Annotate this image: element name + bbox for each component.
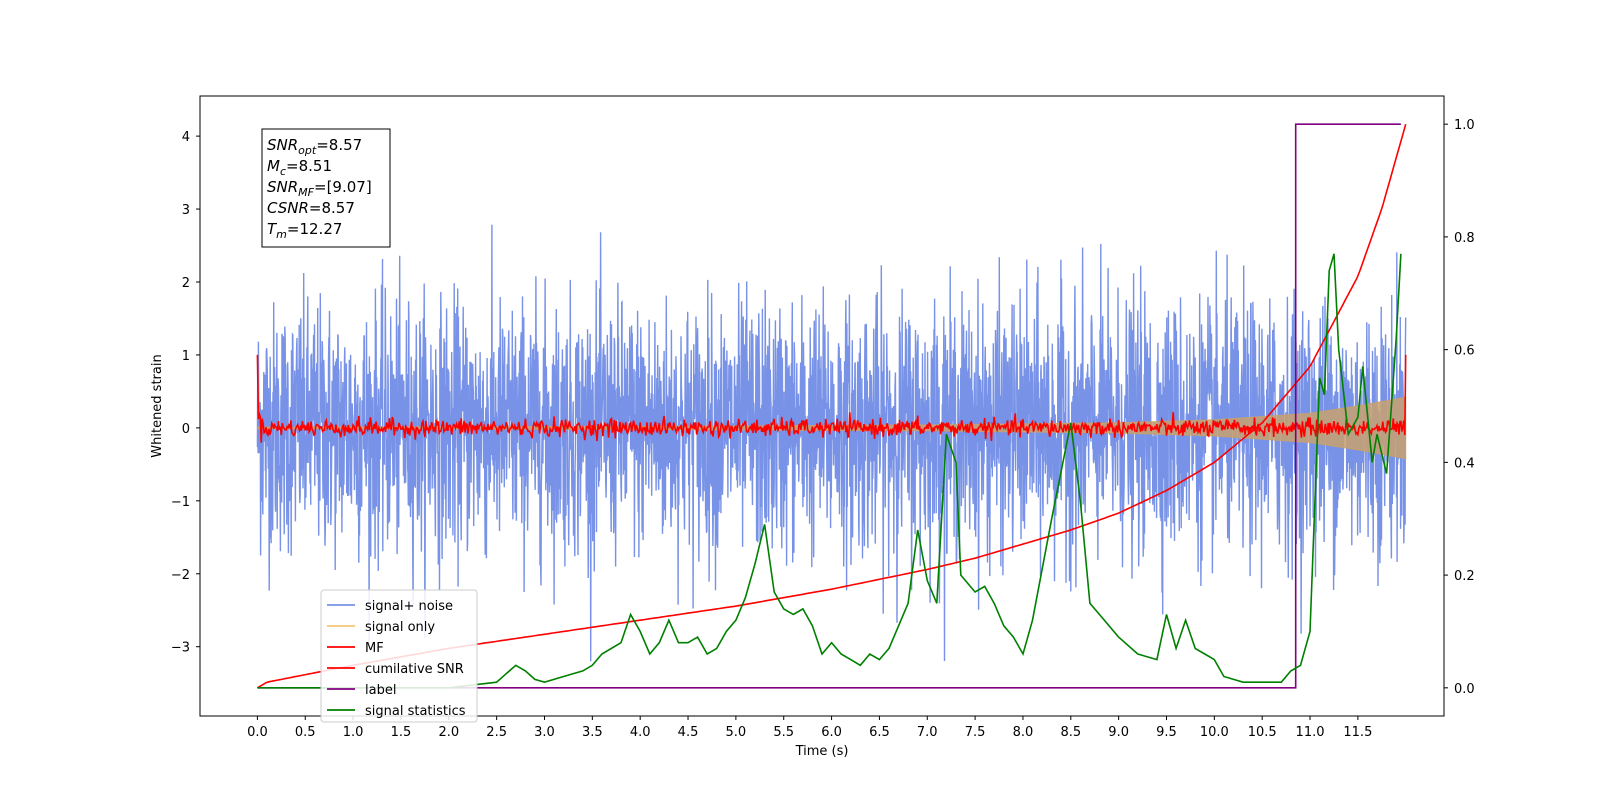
x-tick-label: 4.0 <box>630 725 651 740</box>
x-tick-label: 7.5 <box>965 725 986 740</box>
x-axis: 0.0 0.5 1.0 1.5 2.0 2.5 3.0 3.5 4.0 4.5 5.0 5.5 6.0 6… <box>247 716 1372 740</box>
annotation-frame <box>261 128 391 248</box>
x-tick-label: 6.5 <box>869 725 890 740</box>
legend-label: cumilative SNR <box>365 662 464 677</box>
annotation-line: SNRMF=[9.07] <box>267 178 372 199</box>
annotation-line: Tm=12.27 <box>267 220 342 241</box>
y2-tick-label: 0.2 <box>1454 569 1475 584</box>
y-tick-label: 1 <box>182 349 190 364</box>
series-mf <box>256 354 1407 443</box>
x-tick-label: 8.5 <box>1060 725 1081 740</box>
x-tick-label: 0.0 <box>247 725 268 740</box>
series-label <box>257 123 1401 689</box>
y-tick-label: 4 <box>182 130 190 145</box>
y-axis-label: Whitened strain <box>150 354 165 457</box>
x-tick-label: 1.0 <box>343 725 364 740</box>
legend: signal+ noise signal only MF cumilative SNR… <box>320 589 478 723</box>
x-tick-label: 3.0 <box>534 725 555 740</box>
annotation-line: SNRopt=8.57 <box>267 136 362 157</box>
annotation-line: Mc=8.51 <box>267 157 332 178</box>
x-tick-label: 2.5 <box>486 725 507 740</box>
x-axis-label: Time (s) <box>795 744 849 759</box>
x-tick-label: 9.0 <box>1108 725 1129 740</box>
legend-frame <box>320 589 478 723</box>
x-tick-label: 2.0 <box>438 725 459 740</box>
y-axis-right: 0.0 0.2 0.4 0.6 0.8 1.0 <box>1444 118 1475 697</box>
y2-tick-label: 0.4 <box>1454 456 1475 471</box>
y-tick-label: 2 <box>182 276 190 291</box>
y-tick-label: −1 <box>171 495 190 510</box>
legend-label: label <box>365 683 396 698</box>
legend-label: MF <box>365 641 384 656</box>
x-tick-label: 1.5 <box>391 725 412 740</box>
y2-tick-label: 0.8 <box>1454 231 1475 246</box>
x-tick-label: 5.5 <box>773 725 794 740</box>
y-axis-left: −3 −2 −1 0 1 2 3 4 <box>171 130 200 656</box>
y-tick-label: 3 <box>182 203 190 218</box>
y2-tick-label: 0.0 <box>1454 682 1475 697</box>
x-tick-label: 10.0 <box>1200 725 1229 740</box>
x-tick-label: 10.5 <box>1248 725 1277 740</box>
x-tick-label: 3.5 <box>582 725 603 740</box>
series-signal-statistics <box>257 253 1402 689</box>
series-signal-noise <box>256 224 1407 662</box>
legend-label: signal+ noise <box>365 599 453 614</box>
y2-tick-label: 0.6 <box>1454 344 1475 359</box>
y-tick-label: 0 <box>182 422 190 437</box>
x-tick-label: 8.0 <box>1013 725 1034 740</box>
legend-label: signal only <box>365 620 435 635</box>
x-tick-label: 6.0 <box>821 725 842 740</box>
x-tick-label: 11.0 <box>1296 725 1325 740</box>
x-tick-label: 0.5 <box>295 725 316 740</box>
x-tick-label: 4.5 <box>678 725 699 740</box>
y2-tick-label: 1.0 <box>1454 118 1475 133</box>
x-tick-label: 11.5 <box>1343 725 1372 740</box>
annotation-line: CSNR=8.57 <box>267 199 355 217</box>
y-tick-label: −2 <box>171 568 190 583</box>
x-tick-label: 7.0 <box>917 725 938 740</box>
plot-frame <box>199 95 1445 717</box>
y-tick-label: −3 <box>171 641 190 656</box>
legend-label: signal statistics <box>365 704 466 719</box>
x-tick-label: 5.0 <box>726 725 747 740</box>
x-tick-label: 9.5 <box>1156 725 1177 740</box>
